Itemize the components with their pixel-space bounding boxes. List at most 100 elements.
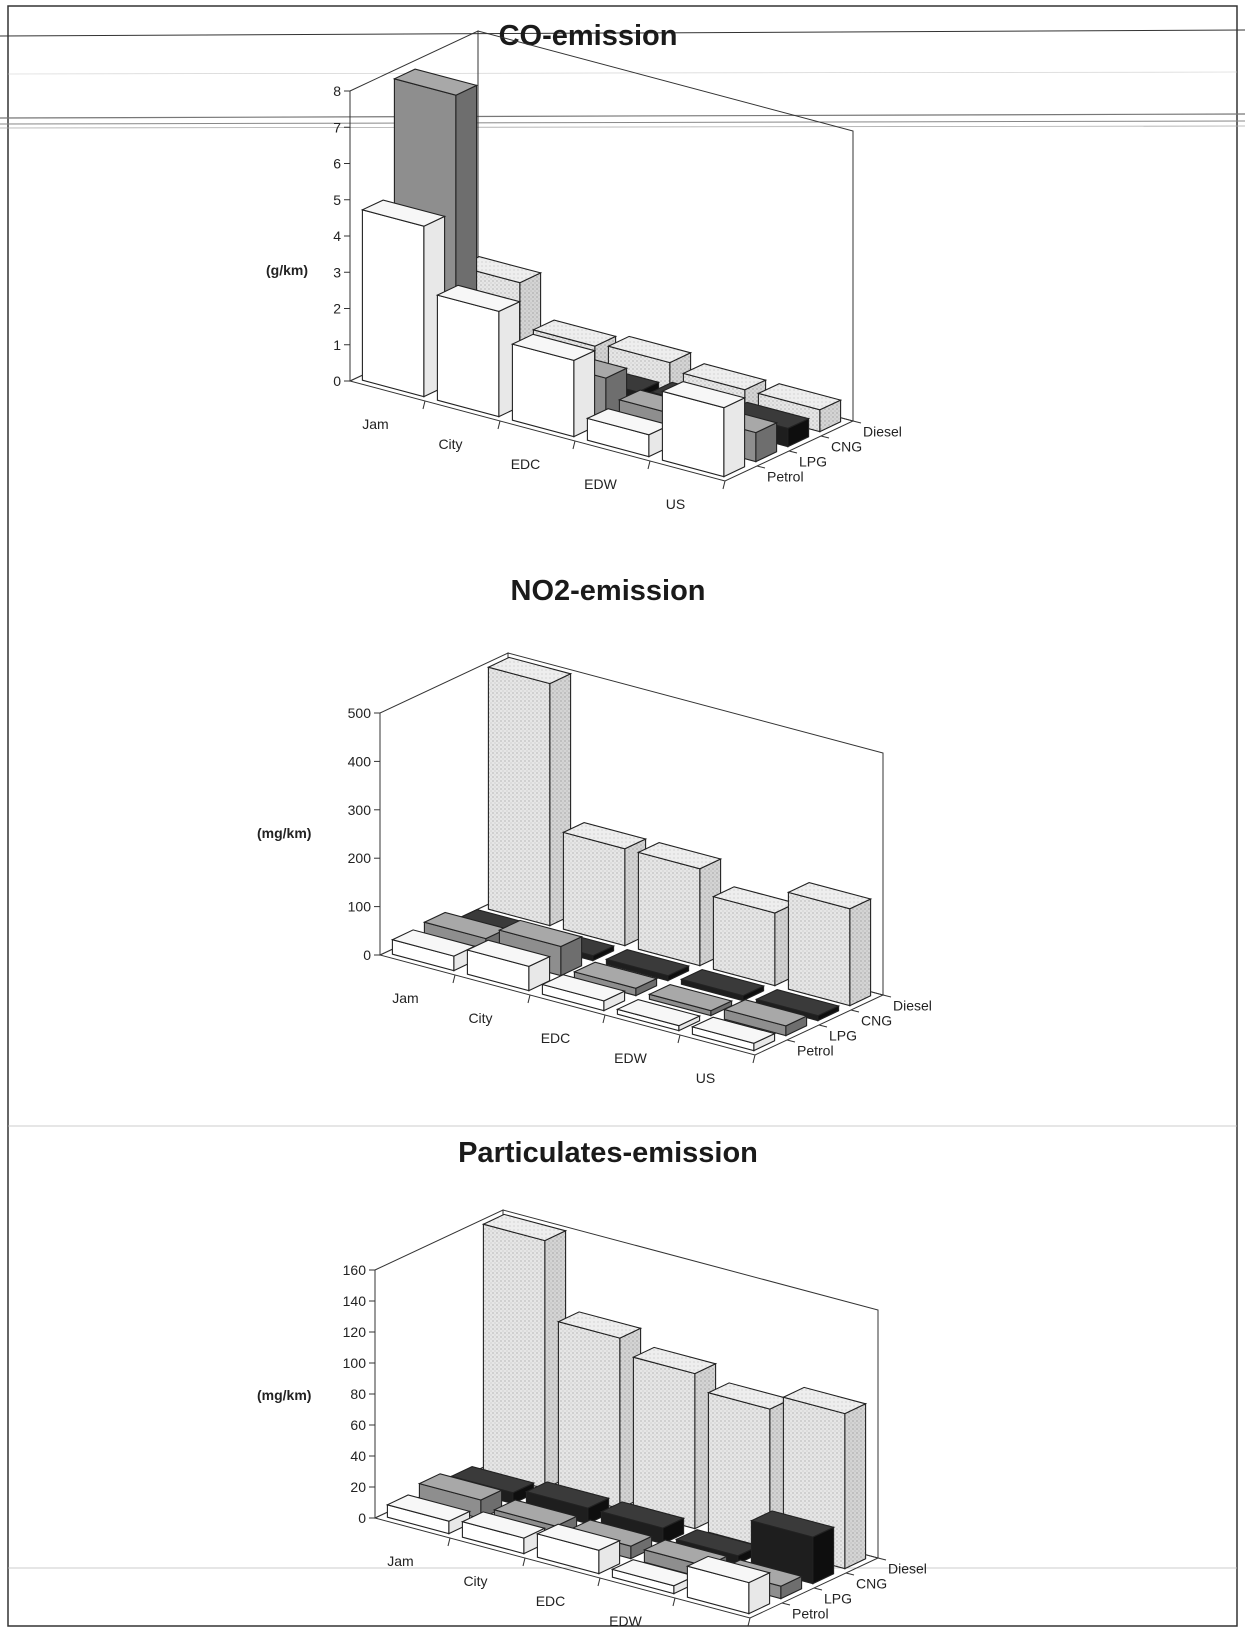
bar-top: [754, 989, 841, 1017]
y-tick-label: 3: [333, 264, 341, 280]
series-label: Diesel: [888, 1561, 927, 1577]
bar-top: [631, 1346, 718, 1375]
bar-petrol-city: [435, 284, 522, 418]
bar-front: [482, 1223, 546, 1490]
y-axis-label: (g/km): [266, 262, 308, 278]
x-tick-label: EDW: [584, 476, 617, 492]
bar-front: [557, 1320, 621, 1510]
x-tick-mark: [422, 400, 426, 410]
bar-petrol-us: [685, 1555, 772, 1615]
bar-top: [392, 68, 479, 96]
x-tick-label: EDC: [511, 456, 541, 472]
z-tick-mark: [845, 1572, 855, 1576]
series-label: CNG: [831, 439, 862, 455]
bar-top: [685, 1555, 772, 1584]
y-tick-label: 500: [348, 705, 372, 721]
y-tick-label: 5: [333, 192, 341, 208]
z-tick-mark: [813, 1587, 823, 1591]
x-tick-mark: [602, 1014, 606, 1024]
y-tick-label: 100: [343, 1355, 367, 1371]
y-tick-label: 40: [350, 1448, 366, 1464]
y-tick-label: 8: [333, 83, 341, 99]
x-tick-mark: [752, 1054, 756, 1064]
z-tick-mark: [882, 994, 892, 998]
x-tick-mark: [522, 1557, 526, 1567]
y-tick-label: 0: [363, 947, 371, 963]
chart-0: CO-emission 0 1 2 3 4 5 6 7 8 (g/km) Jam City EDC EDW U…: [266, 20, 902, 512]
x-tick-mark: [447, 1537, 451, 1547]
y-axis-label: (mg/km): [257, 825, 311, 841]
y-tick-label: 120: [343, 1324, 367, 1340]
bar-top: [781, 1386, 868, 1415]
bar-petrol-city: [465, 939, 552, 992]
x-tick-label: City: [463, 1573, 487, 1589]
z-tick-mark: [852, 420, 862, 424]
y-tick-label: 100: [348, 899, 372, 915]
x-tick-mark: [597, 1577, 601, 1587]
x-tick-label: City: [468, 1010, 492, 1026]
bar-diesel-jam: [481, 1213, 568, 1490]
bar-top: [540, 974, 627, 1002]
bar-top: [647, 984, 734, 1012]
x-tick-mark: [677, 1034, 681, 1044]
bar-top: [786, 882, 873, 910]
bar-top: [460, 1511, 547, 1539]
bar-petrol-edw: [615, 999, 702, 1032]
bar-top: [465, 939, 552, 967]
bar-lpg-us: [722, 999, 809, 1037]
bar-front: [632, 1356, 696, 1530]
series-label: Diesel: [863, 424, 902, 440]
x-tick-label: Jam: [387, 1553, 413, 1569]
bar-diesel-edw: [711, 886, 798, 987]
series-label: LPG: [824, 1591, 852, 1607]
bar-lpg-edw: [647, 984, 734, 1017]
x-tick-mark: [672, 1597, 676, 1607]
x-tick-label: EDW: [614, 1050, 647, 1066]
bar-top: [524, 1481, 611, 1509]
chart-1: NO2-emission 0 100 200 300 400 500 (mg/km) Jam Ci…: [257, 575, 932, 1086]
x-tick-mark: [452, 974, 456, 984]
bar-top: [690, 1016, 777, 1044]
bar-petrol-us: [660, 381, 747, 478]
chart-title: Particulates-emission: [458, 1137, 758, 1169]
chart-title: NO2-emission: [511, 575, 706, 607]
y-tick-label: 2: [333, 301, 341, 317]
y-tick-label: 7: [333, 119, 341, 135]
series-label: Petrol: [767, 469, 804, 485]
bar-petrol-edc: [535, 1523, 622, 1575]
bar-top: [722, 999, 809, 1027]
series-label: CNG: [861, 1013, 892, 1029]
bar-front: [787, 891, 851, 1007]
y-tick-label: 6: [333, 156, 341, 172]
y-tick-label: 4: [333, 228, 341, 244]
z-tick-mark: [877, 1557, 887, 1561]
bar-diesel-edc: [636, 842, 723, 967]
bar-front: [562, 831, 626, 947]
bar-top: [615, 999, 702, 1027]
y-tick-label: 0: [333, 373, 341, 389]
series-label: LPG: [799, 454, 827, 470]
bar-diesel-city: [556, 1311, 643, 1510]
bar-top: [435, 284, 522, 312]
bar-front: [637, 851, 701, 967]
x-tick-mark: [747, 1617, 751, 1627]
series-label: Petrol: [792, 1606, 829, 1622]
bar-top: [535, 1523, 622, 1551]
series-label: Petrol: [797, 1043, 834, 1059]
bar-front: [436, 294, 500, 418]
bar-front: [487, 666, 551, 927]
bar-top: [606, 335, 693, 364]
bar-top: [497, 919, 584, 948]
x-tick-label: US: [696, 1070, 715, 1086]
z-tick-mark: [781, 1602, 791, 1606]
z-tick-mark: [756, 465, 766, 469]
x-tick-label: Jam: [392, 990, 418, 1006]
bar-top: [660, 381, 747, 409]
x-tick-label: EDW: [609, 1613, 642, 1629]
bar-diesel-edc: [631, 1346, 718, 1530]
y-tick-label: 400: [348, 753, 372, 769]
bar-petrol-edc: [540, 974, 627, 1012]
x-tick-label: Jam: [362, 416, 388, 432]
z-tick-mark: [786, 1039, 796, 1043]
